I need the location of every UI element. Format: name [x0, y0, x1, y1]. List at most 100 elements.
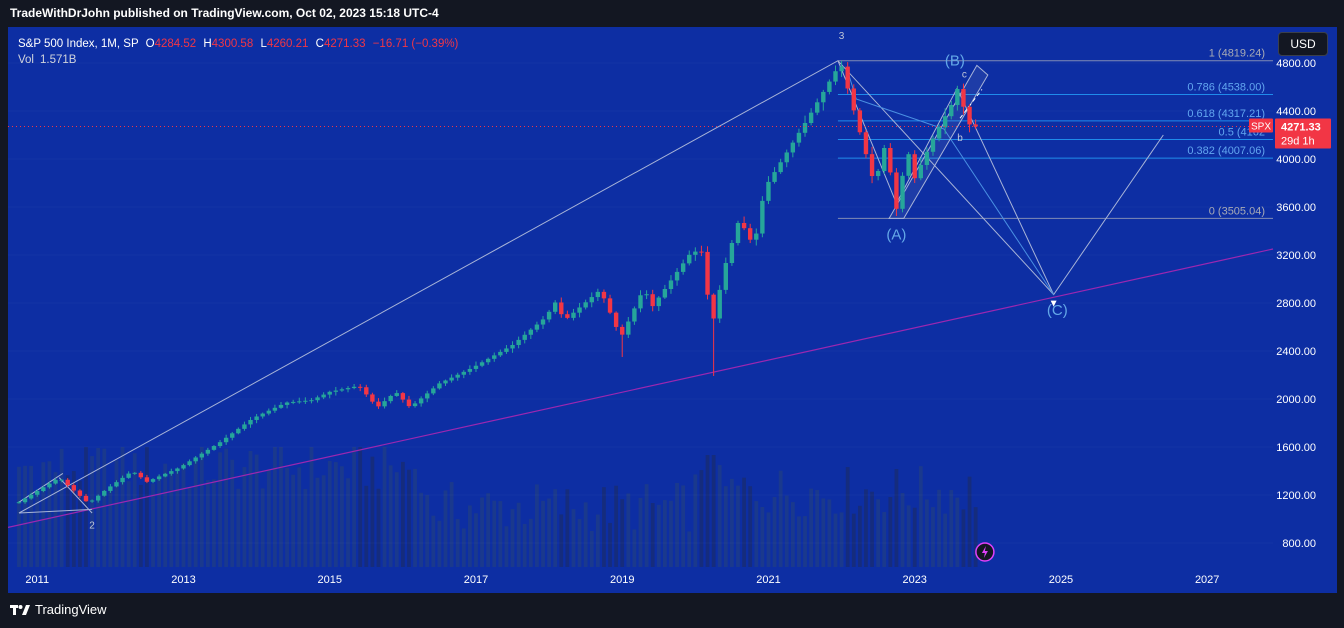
volume-bar — [790, 502, 795, 567]
volume-bar — [273, 447, 277, 567]
volume-bar — [614, 485, 619, 567]
volume-bar — [29, 465, 34, 567]
candle-body — [138, 472, 144, 478]
candle-body — [632, 308, 637, 322]
candle — [370, 392, 375, 404]
fib-label: 0.786 (4538.00) — [1187, 81, 1265, 93]
volume-bar — [894, 469, 899, 567]
volume-bar — [595, 514, 600, 567]
candle-body — [455, 374, 460, 378]
price-badge-value: 4271.33 — [1281, 121, 1321, 133]
symbol-name[interactable]: S&P 500 Index, 1M, SP — [18, 38, 139, 50]
candle — [918, 158, 923, 181]
candle — [510, 341, 515, 353]
fib-label: 0.382 (4007.06) — [1187, 145, 1265, 157]
volume-bar — [620, 499, 625, 567]
candle — [297, 397, 302, 404]
candle-body — [790, 142, 796, 153]
candle — [102, 489, 107, 497]
publish-header: TradeWithDrJohn published on TradingView… — [10, 6, 439, 20]
volume-bar — [864, 489, 868, 567]
volume-bar — [47, 461, 52, 567]
candle-body — [156, 476, 162, 480]
candle — [449, 374, 454, 383]
chart-panel[interactable]: 1 (4819.24) 0.786 (4538.00) 0.618 (4317.21… — [8, 27, 1337, 593]
candle-body — [815, 102, 820, 113]
volume-bar — [413, 468, 417, 567]
candle-body — [729, 243, 735, 263]
candle — [382, 397, 387, 409]
close-value: 4271.33 — [323, 38, 366, 50]
candle-body — [613, 312, 619, 327]
candle-body — [772, 172, 777, 182]
candle-body — [644, 294, 649, 296]
candle-body — [479, 362, 485, 366]
candle — [175, 467, 180, 474]
currency-button[interactable]: USD — [1278, 32, 1328, 56]
candle-body — [449, 377, 454, 381]
candle-body — [565, 314, 570, 318]
low-label: L — [260, 38, 267, 50]
candle-body — [784, 152, 789, 163]
volume-bar — [145, 447, 149, 567]
candle-body — [900, 175, 905, 209]
candle — [869, 146, 875, 184]
x-tick-label: 2021 — [756, 574, 780, 586]
volume-bar — [906, 505, 911, 567]
candle — [833, 65, 838, 86]
volume-bar — [236, 488, 241, 567]
candle — [967, 104, 972, 133]
candle-body — [674, 271, 680, 281]
low-value: 4260.21 — [266, 38, 309, 50]
candle-body — [254, 416, 259, 420]
candle — [754, 228, 759, 246]
candle-body — [193, 457, 198, 462]
volume-bar — [784, 495, 789, 567]
y-tick-label: 800.00 — [1282, 538, 1316, 550]
candle-body — [236, 428, 241, 434]
candle — [942, 108, 948, 135]
candle — [345, 386, 351, 393]
candle-body — [150, 479, 156, 482]
y-tick-label: 2800.00 — [1276, 298, 1316, 310]
candle — [467, 365, 473, 375]
x-tick-label: 2015 — [317, 574, 341, 586]
volume-bar — [827, 499, 832, 567]
candle-body — [766, 181, 771, 201]
candle-body — [626, 321, 631, 335]
candle — [735, 220, 741, 246]
candle — [443, 379, 448, 386]
volume-value: 1.571B — [40, 54, 77, 66]
volume-bar — [522, 523, 527, 567]
volume-bar — [973, 507, 978, 567]
candle-body — [638, 295, 643, 309]
volume-bar — [120, 447, 125, 567]
price-chart[interactable]: 1 (4819.24) 0.786 (4538.00) 0.618 (4317.21… — [8, 27, 1337, 593]
candle-body — [53, 479, 58, 484]
wave-2-path — [18, 508, 93, 514]
candle — [559, 297, 564, 318]
volume-bar — [303, 489, 308, 567]
candle — [339, 387, 345, 392]
candle-body — [266, 410, 271, 414]
candle — [437, 381, 442, 390]
x-tick-label: 2023 — [902, 574, 926, 586]
volume-bar — [71, 471, 76, 567]
candle — [150, 478, 156, 484]
candle — [693, 247, 698, 261]
candle — [461, 370, 466, 379]
candle — [35, 489, 40, 497]
cursor-marker — [1050, 300, 1057, 307]
volume-label[interactable]: Vol — [18, 54, 34, 66]
volume-bar — [937, 489, 941, 567]
candle-body — [668, 280, 674, 289]
volume-bar — [358, 447, 363, 567]
candle-body — [35, 491, 40, 495]
candle-body — [443, 380, 448, 384]
candle — [41, 485, 46, 493]
candle-body — [333, 390, 339, 392]
candle-body — [223, 437, 229, 443]
volume-bar — [400, 461, 405, 567]
volume-bar — [59, 448, 64, 567]
volume-bar — [626, 493, 631, 567]
